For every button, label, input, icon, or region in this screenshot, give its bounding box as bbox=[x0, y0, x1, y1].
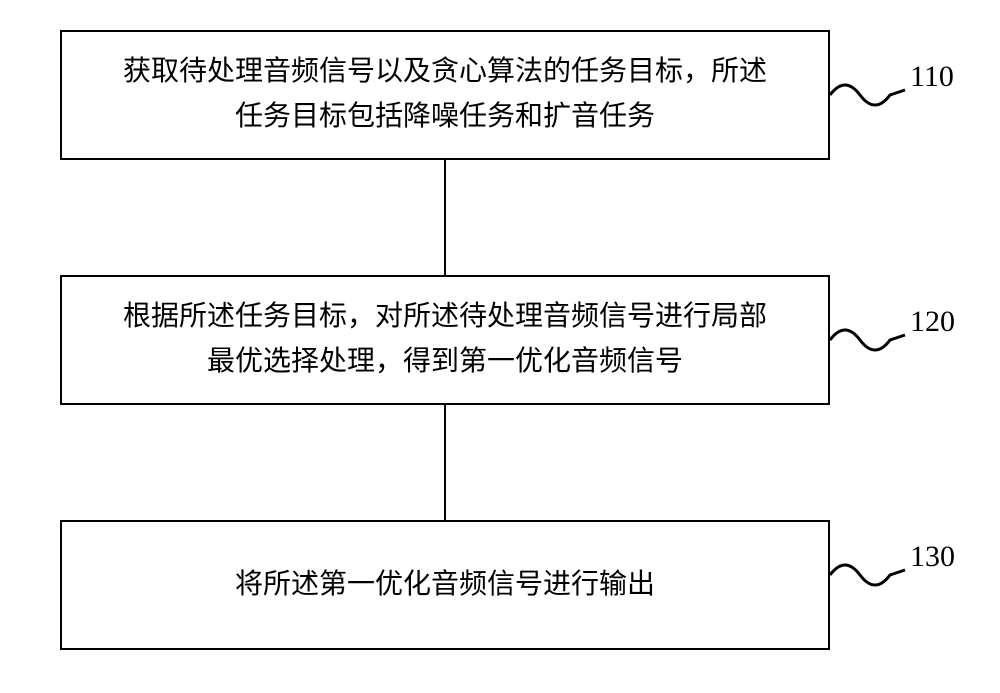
flow-box-1: 获取待处理音频信号以及贪心算法的任务目标，所述 任务目标包括降噪任务和扩音任务 bbox=[60, 30, 830, 160]
flow-box-1-text: 获取待处理音频信号以及贪心算法的任务目标，所述 任务目标包括降噪任务和扩音任务 bbox=[123, 50, 767, 140]
squiggle-1 bbox=[830, 70, 910, 120]
label-120: 120 bbox=[910, 305, 955, 339]
flow-box-2: 根据所述任务目标，对所述待处理音频信号进行局部 最优选择处理，得到第一优化音频信… bbox=[60, 275, 830, 405]
squiggle-2 bbox=[830, 315, 910, 365]
connector-2 bbox=[444, 405, 446, 520]
box1-line2: 任务目标包括降噪任务和扩音任务 bbox=[235, 101, 655, 132]
connector-1 bbox=[444, 160, 446, 275]
box2-line2: 最优选择处理，得到第一优化音频信号 bbox=[207, 346, 683, 377]
flowchart-container: 获取待处理音频信号以及贪心算法的任务目标，所述 任务目标包括降噪任务和扩音任务 … bbox=[0, 0, 1000, 693]
flow-box-3: 将所述第一优化音频信号进行输出 bbox=[60, 520, 830, 650]
flow-box-2-text: 根据所述任务目标，对所述待处理音频信号进行局部 最优选择处理，得到第一优化音频信… bbox=[123, 295, 767, 385]
box2-line1: 根据所述任务目标，对所述待处理音频信号进行局部 bbox=[123, 301, 767, 332]
box1-line1: 获取待处理音频信号以及贪心算法的任务目标，所述 bbox=[123, 56, 767, 87]
label-110: 110 bbox=[910, 60, 954, 94]
box3-line1: 将所述第一优化音频信号进行输出 bbox=[235, 569, 655, 600]
squiggle-3 bbox=[830, 550, 910, 600]
flow-box-3-text: 将所述第一优化音频信号进行输出 bbox=[235, 563, 655, 608]
label-130: 130 bbox=[910, 540, 955, 574]
